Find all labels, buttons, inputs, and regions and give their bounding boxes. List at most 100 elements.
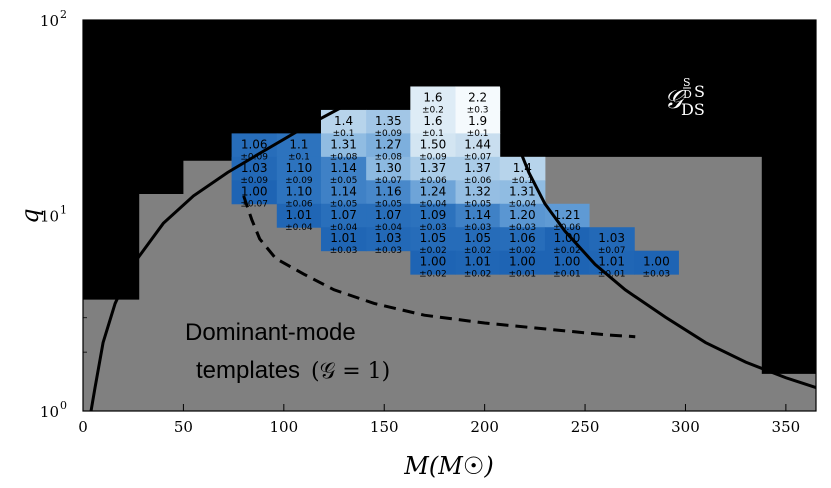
cell-error-label: ±0.02 <box>419 246 447 256</box>
colorbar-symbol: 𝒢 <box>664 85 687 115</box>
cell-error-label: ±0.06 <box>419 176 447 186</box>
cell-value-label: 1.01 <box>598 255 625 269</box>
cell-error-label: ±0.1 <box>467 129 489 139</box>
heatmap-cell <box>499 227 546 252</box>
colorbar-subscript: DS <box>681 100 705 119</box>
heatmap-cell <box>455 133 501 158</box>
colorbar-after: S <box>694 82 705 101</box>
cell-value-label: 1.03 <box>241 161 268 175</box>
plot-area: 1.6±0.22.2±0.31.4±0.11.35±0.091.6±0.11.9… <box>83 20 816 411</box>
heatmap-cell <box>366 109 411 134</box>
heatmap-cell <box>455 250 501 275</box>
cell-error-label: ±0.02 <box>464 246 492 256</box>
heatmap-cell <box>410 109 457 134</box>
cell-error-label: ±0.09 <box>240 176 268 186</box>
cell-error-label: ±0.02 <box>464 270 492 280</box>
heatmap-cell <box>410 180 457 205</box>
cell-value-label: 1.37 <box>420 161 447 175</box>
y-axis-title: q <box>16 208 44 223</box>
heatmap-cell <box>320 227 367 252</box>
cell-error-label: ±0.03 <box>419 223 447 233</box>
x-axis-title: M(M☉) <box>403 452 493 480</box>
cell-value-label: 1.14 <box>330 184 357 198</box>
cell-error-label: ±0.05 <box>330 176 358 186</box>
y-tick-label: 10 <box>40 208 59 226</box>
heatmap-cell <box>276 203 322 228</box>
cell-value-label: 1.01 <box>464 255 491 269</box>
cell-value-label: 1.00 <box>509 255 536 269</box>
cell-value-label: 1.32 <box>464 184 491 198</box>
annotation-line1: Dominant-mode <box>185 319 356 346</box>
annotation-line2: templates <box>196 357 300 384</box>
cell-error-label: ±0.07 <box>464 152 492 162</box>
heatmap-cells <box>231 86 679 275</box>
heatmap-cell <box>410 227 457 252</box>
cell-error-label: ±0.05 <box>374 199 402 209</box>
heatmap-cell <box>366 156 411 181</box>
cell-value-label: 1.06 <box>241 137 268 151</box>
cell-value-label: 1.21 <box>554 208 581 222</box>
cell-value-label: 1.37 <box>464 161 491 175</box>
cell-value-label: 1.01 <box>286 208 313 222</box>
heatmap-cell <box>499 203 546 228</box>
cell-error-label: ±0.07 <box>374 176 402 186</box>
heatmap-cell <box>455 203 501 228</box>
cell-value-label: 2.2 <box>468 90 487 104</box>
x-tick-label: 50 <box>174 418 193 436</box>
cell-error-label: ±0.01 <box>509 270 537 280</box>
cell-value-label: 1.30 <box>375 161 402 175</box>
heatmap-cell <box>410 133 457 158</box>
cell-value-label: 1.50 <box>420 137 447 151</box>
cell-error-label: ±0.02 <box>509 246 537 256</box>
y-tick-base: 10 <box>40 403 59 421</box>
cell-error-label: ±0.01 <box>598 270 626 280</box>
cell-value-label: 1.07 <box>375 208 402 222</box>
cell-value-label: 1.05 <box>420 231 447 245</box>
cell-value-label: 1.10 <box>286 161 313 175</box>
cell-error-label: ±0.2 <box>422 105 444 115</box>
y-tick-label: 10 <box>40 403 59 421</box>
cell-error-label: ±0.02 <box>553 246 581 256</box>
cell-value-label: 1.00 <box>241 184 268 198</box>
cell-error-label: ±0.04 <box>374 223 402 233</box>
cell-value-label: 1.01 <box>330 231 357 245</box>
heatmap-cell <box>634 250 679 275</box>
cell-value-label: 1.20 <box>509 208 536 222</box>
heatmap-cell <box>499 180 546 205</box>
x-tick-label: 250 <box>571 418 600 436</box>
heatmap-cell <box>499 156 546 181</box>
cell-error-label: ±0.1 <box>333 129 355 139</box>
cell-value-label: 1.00 <box>554 255 581 269</box>
heatmap-cell <box>544 250 590 275</box>
heatmap-cell <box>320 180 367 205</box>
heatmap-cell <box>320 203 367 228</box>
heatmap-cell <box>366 203 411 228</box>
x-tick-label: 100 <box>270 418 299 436</box>
cell-error-label: ±0.03 <box>464 223 492 233</box>
cell-error-label: ±0.02 <box>419 270 447 280</box>
heatmap-cell <box>410 250 457 275</box>
cell-value-label: 1.03 <box>375 231 402 245</box>
heatmap-cell <box>410 156 457 181</box>
cell-error-label: ±0.06 <box>553 223 581 233</box>
cell-value-label: 1.14 <box>330 161 357 175</box>
heatmap-cell <box>410 203 457 228</box>
cell-value-label: 1.27 <box>375 137 402 151</box>
y-tick-exponent: 2 <box>60 8 67 21</box>
cell-error-label: ±0.09 <box>374 129 402 139</box>
x-tick-label: 0 <box>78 418 88 436</box>
cell-error-label: ±0.06 <box>464 176 492 186</box>
heatmap-cell <box>455 86 501 111</box>
solid-curve-left <box>89 53 493 411</box>
cell-value-label: 1.16 <box>375 184 402 198</box>
cell-error-label: ±0.04 <box>330 223 358 233</box>
heatmap-cell <box>455 156 501 181</box>
heatmap-cell <box>320 156 367 181</box>
x-tick-label: 150 <box>370 418 399 436</box>
cell-error-label: ±0.05 <box>464 199 492 209</box>
cell-error-label: ±0.03 <box>509 223 537 233</box>
heatmap-cell <box>366 227 411 252</box>
y-tick-exponent: 0 <box>60 399 67 412</box>
x-tick-label: 200 <box>470 418 499 436</box>
